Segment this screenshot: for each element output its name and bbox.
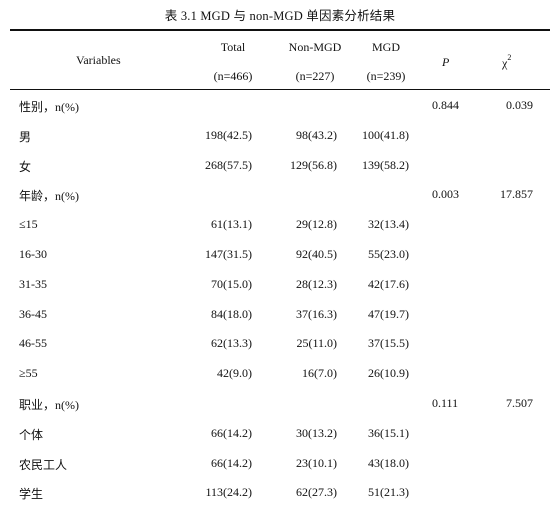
cell-total: 198(42.5) (205, 128, 252, 142)
cell-mgd: 26(10.9) (368, 366, 409, 380)
cell-chi-square: 7.507 (506, 396, 533, 410)
cell-mgd: 47(19.7) (368, 307, 409, 321)
cell-chi-square: 17.857 (500, 187, 533, 201)
cell-non-mgd: 98(43.2) (296, 128, 337, 142)
table-row: 学生 113(24.2) 62(27.3) 51(21.3) (0, 485, 560, 505)
row-label: 性别，n(%) (19, 100, 79, 114)
header-non-mgd-label: Non-MGD (288, 40, 342, 54)
row-label: 男 (19, 130, 32, 144)
row-label: ≥55 (19, 366, 38, 380)
table-row: 男 198(42.5) 98(43.2) 100(41.8) (0, 128, 560, 148)
cell-mgd: 100(41.8) (362, 128, 409, 142)
cell-total: 61(13.1) (211, 217, 252, 231)
cell-mgd: 37(15.5) (368, 336, 409, 350)
cell-non-mgd: 30(13.2) (296, 426, 337, 440)
table-row: 46-55 62(13.3) 25(11.0) 37(15.5) (0, 336, 560, 356)
header-non-mgd-n: (n=227) (295, 69, 335, 83)
cell-p-value: 0.003 (432, 187, 459, 201)
header-chi-symbol: χ (502, 56, 508, 70)
cell-p-value: 0.844 (432, 98, 459, 112)
cell-mgd: 42(17.6) (368, 277, 409, 291)
cell-non-mgd: 92(40.5) (296, 247, 337, 261)
cell-total: 42(9.0) (217, 366, 252, 380)
cell-mgd: 51(21.3) (368, 485, 409, 499)
cell-non-mgd: 62(27.3) (296, 485, 337, 499)
cell-total: 62(13.3) (211, 336, 252, 350)
cell-total: 66(14.2) (211, 456, 252, 470)
header-mgd-label: MGD (371, 40, 400, 54)
cell-mgd: 139(58.2) (362, 158, 409, 172)
cell-total: 147(31.5) (205, 247, 252, 261)
header-chi-superscript: 2 (507, 53, 512, 62)
cell-p-value: 0.111 (432, 396, 459, 410)
table-row: 职业，n(%) 0.111 7.507 (0, 396, 560, 416)
top-rule (10, 29, 550, 31)
cell-non-mgd: 28(12.3) (296, 277, 337, 291)
cell-total: 70(15.0) (211, 277, 252, 291)
table-row: ≥55 42(9.0) 16(7.0) 26(10.9) (0, 366, 560, 386)
cell-total: 66(14.2) (211, 426, 252, 440)
cell-mgd: 43(18.0) (368, 456, 409, 470)
row-label: 学生 (19, 487, 44, 501)
table-row: 女 268(57.5) 129(56.8) 139(58.2) (0, 158, 560, 178)
cell-total: 113(24.2) (205, 485, 252, 499)
header-total-label: Total (220, 40, 246, 54)
table-row: 性别，n(%) 0.844 0.039 (0, 98, 560, 118)
cell-non-mgd: 25(11.0) (296, 336, 337, 350)
cell-mgd: 55(23.0) (368, 247, 409, 261)
header-p: P (442, 55, 450, 69)
header-chi-square: χ2 (502, 53, 512, 71)
table-title: 表 3.1 MGD 与 non-MGD 单因素分析结果 (164, 9, 396, 23)
cell-total: 84(18.0) (211, 307, 252, 321)
row-label: 女 (19, 160, 32, 174)
row-label: 36-45 (19, 307, 47, 321)
table-row: 16-30 147(31.5) 92(40.5) 55(23.0) (0, 247, 560, 267)
table-row: 31-35 70(15.0) 28(12.3) 42(17.6) (0, 277, 560, 297)
header-total-n: (n=466) (213, 69, 253, 83)
row-label: ≤15 (19, 217, 38, 231)
row-label: 31-35 (19, 277, 47, 291)
cell-total: 268(57.5) (205, 158, 252, 172)
table-row: 个体 66(14.2) 30(13.2) 36(15.1) (0, 426, 560, 446)
cell-non-mgd: 37(16.3) (296, 307, 337, 321)
row-label: 农民工人 (19, 458, 68, 472)
cell-chi-square: 0.039 (506, 98, 533, 112)
row-label: 46-55 (19, 336, 47, 350)
table-row: 农民工人 66(14.2) 23(10.1) 43(18.0) (0, 456, 560, 476)
cell-non-mgd: 23(10.1) (296, 456, 337, 470)
row-label: 16-30 (19, 247, 47, 261)
table-row: 36-45 84(18.0) 37(16.3) 47(19.7) (0, 307, 560, 327)
row-label: 职业，n(%) (19, 398, 79, 412)
cell-non-mgd: 129(56.8) (290, 158, 337, 172)
header-variables: Variables (76, 53, 121, 67)
header-rule (10, 89, 550, 90)
row-label: 个体 (19, 428, 44, 442)
header-mgd-n: (n=239) (366, 69, 406, 83)
cell-non-mgd: 29(12.8) (296, 217, 337, 231)
row-label: 年龄，n(%) (19, 189, 79, 203)
cell-mgd: 32(13.4) (368, 217, 409, 231)
cell-mgd: 36(15.1) (368, 426, 409, 440)
table-row: ≤15 61(13.1) 29(12.8) 32(13.4) (0, 217, 560, 237)
cell-non-mgd: 16(7.0) (302, 366, 337, 380)
table-row: 年龄，n(%) 0.003 17.857 (0, 187, 560, 207)
